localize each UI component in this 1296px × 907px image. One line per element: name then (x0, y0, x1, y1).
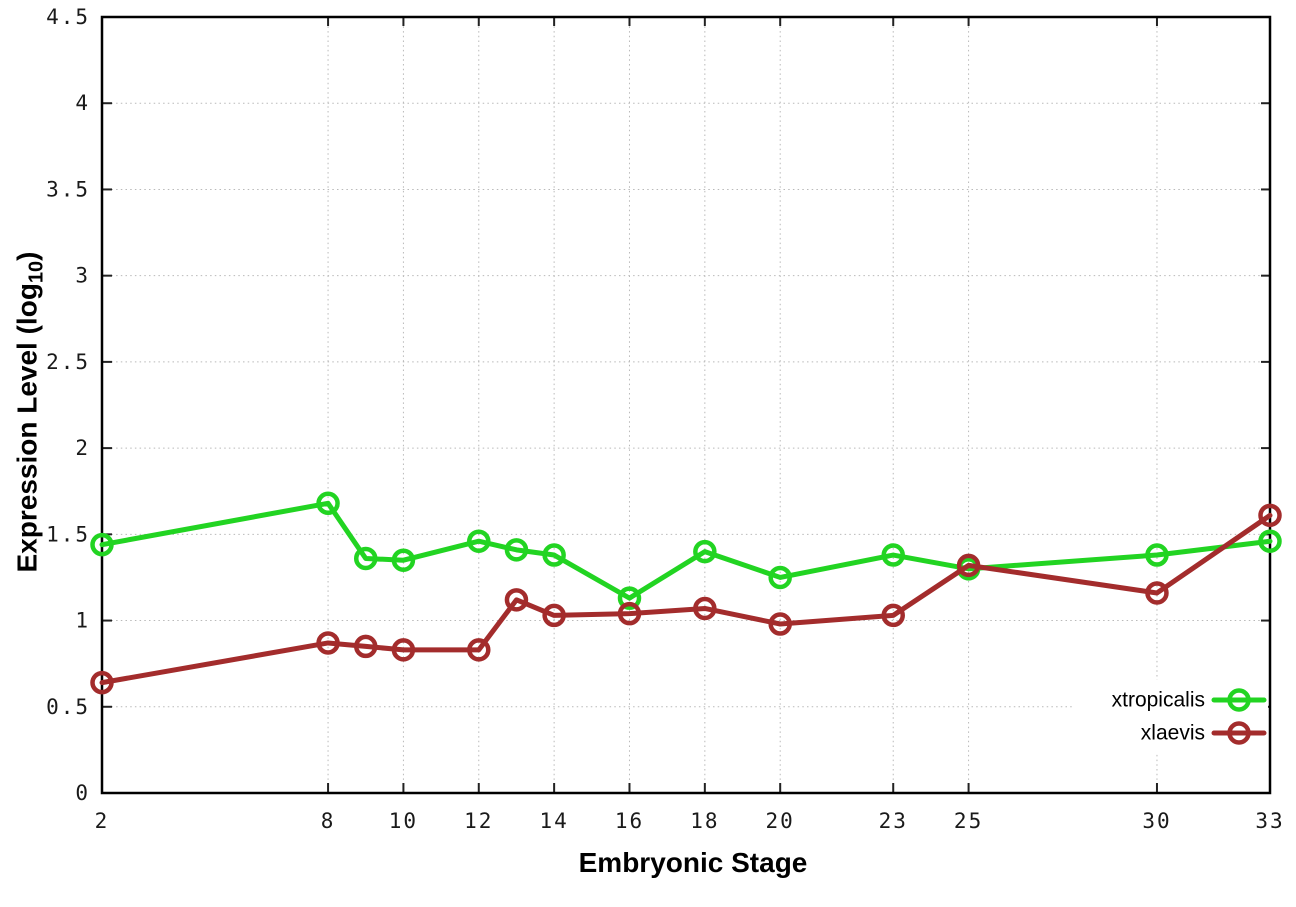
data-point-xtropicalis (617, 586, 642, 610)
x-tick-label: 14 (539, 809, 568, 833)
x-tick-label: 30 (1142, 809, 1171, 833)
x-tick-label: 12 (464, 809, 493, 833)
series-xlaevis-line (99, 512, 1273, 686)
y-tick-label: 2 (75, 436, 90, 460)
legend-sample-marker-xlaevis (1227, 721, 1251, 745)
data-point-xtropicalis (542, 543, 566, 567)
series-xtropicalis-line (99, 500, 1273, 601)
data-point-xlaevis (693, 596, 717, 621)
x-tick-label: 16 (615, 809, 644, 833)
legend-entry-xlaevis: xlaevis (1141, 721, 1267, 745)
y-tick-label: 0 (75, 781, 90, 805)
data-point-xlaevis (90, 670, 114, 695)
data-point-xlaevis (353, 634, 378, 659)
data-point-xtropicalis (316, 491, 340, 516)
data-point-xtropicalis (693, 539, 717, 564)
data-point-xlaevis (881, 603, 905, 628)
data-point-xlaevis (617, 601, 642, 626)
data-point-xlaevis (391, 638, 416, 662)
y-tick-label: 4 (75, 91, 90, 115)
data-point-xlaevis (956, 553, 981, 578)
data-point-xlaevis (768, 612, 792, 636)
data-point-xlaevis (467, 638, 491, 662)
y-tick-label: 3.5 (46, 177, 90, 201)
data-point-xlaevis (1258, 503, 1282, 528)
y-tick-label: 0.5 (46, 695, 90, 719)
data-point-xtropicalis (467, 529, 491, 553)
x-tick-label: 23 (879, 809, 908, 833)
x-tick-label: 33 (1255, 809, 1284, 833)
data-point-xtropicalis (1145, 543, 1169, 567)
data-point-xlaevis (542, 603, 566, 628)
x-tick-label: 18 (690, 809, 719, 833)
y-axis-title-text: Expression Level (log (11, 283, 43, 573)
legend-label-xlaevis: xlaevis (1141, 722, 1205, 745)
x-tick-label: 25 (954, 809, 983, 833)
series-xtropicalis (90, 491, 1282, 610)
data-point-xtropicalis (504, 538, 529, 562)
x-tick-label: 10 (389, 809, 418, 833)
data-point-xtropicalis (90, 532, 114, 557)
y-tick-label: 4.5 (46, 5, 90, 29)
y-tick-label: 3 (75, 264, 90, 288)
data-point-xtropicalis (768, 565, 792, 590)
legend: xtropicalis xlaevis (1072, 680, 1268, 752)
x-tick-label: 2 (95, 809, 110, 833)
y-axis-title-close: ) (11, 251, 43, 261)
y-axis-title: Expression Level (log10) (12, 252, 49, 573)
series-xlaevis (90, 503, 1282, 695)
x-tick-label: 8 (321, 809, 336, 833)
data-point-xlaevis (1145, 581, 1169, 605)
data-point-xlaevis (504, 588, 529, 612)
y-axis-title-subscript: 10 (25, 260, 48, 284)
gridlines (101, 16, 1271, 794)
data-point-xlaevis (316, 631, 340, 655)
legend-sample-marker-xtropicalis (1227, 688, 1251, 712)
legend-label-xtropicalis: xtropicalis (1112, 689, 1205, 712)
y-tick-label: 1 (75, 609, 90, 633)
x-tick-label: 20 (766, 809, 795, 833)
data-point-xtropicalis (353, 546, 378, 571)
tick-marks (101, 16, 1271, 794)
data-point-xtropicalis (391, 548, 416, 572)
plot-border (100, 15, 1272, 795)
tick-labels: 0 0.5 1 1.5 2 2.5 3 3.5 4 4.5 2 8 10 12 14 16 18 20 23 25 30… (46, 5, 1284, 833)
data-point-xtropicalis (881, 543, 905, 567)
x-axis-title: Embryonic Stage (578, 847, 808, 878)
y-tick-label: 1.5 (46, 522, 90, 546)
data-point-xtropicalis (1258, 529, 1282, 553)
y-tick-label: 2.5 (46, 350, 90, 374)
legend-entry-xtropicalis: xtropicalis (1112, 688, 1267, 712)
